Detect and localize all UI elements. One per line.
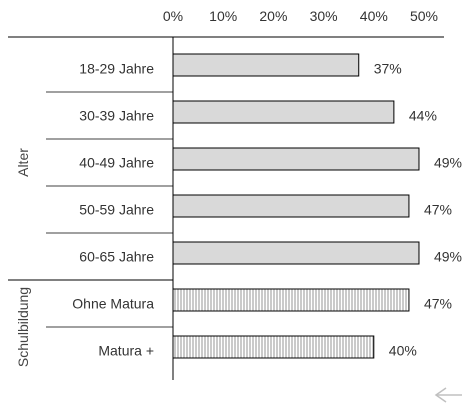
category-label: 18-29 Jahre — [79, 61, 154, 77]
bar — [172, 147, 420, 171]
value-label: 40% — [389, 343, 417, 359]
bar — [172, 100, 395, 124]
bar — [172, 194, 410, 218]
chart-frame — [8, 36, 444, 380]
bar — [172, 241, 420, 265]
x-tick-label: 10% — [209, 8, 237, 24]
value-label: 47% — [424, 202, 452, 218]
value-label: 44% — [409, 108, 437, 124]
category-label: 50-59 Jahre — [79, 202, 154, 218]
bar — [172, 288, 410, 312]
value-label: 49% — [434, 249, 462, 265]
group-labels: Alter Schulbildung — [8, 148, 173, 367]
group-label: Schulbildung — [15, 287, 31, 367]
x-tick-label: 0% — [163, 8, 183, 24]
x-tick-label: 20% — [259, 8, 287, 24]
value-label: 37% — [374, 61, 402, 77]
bars: 18-29 Jahre 37% 30-39 Jahre 44% 40-49 Jahre 4… — [72, 53, 462, 359]
bar — [172, 335, 375, 359]
category-label: 40-49 Jahre — [79, 155, 154, 171]
category-label: 30-39 Jahre — [79, 108, 154, 124]
x-axis-ticks: 0% 10% 20% 30% 40% 50% — [163, 8, 438, 24]
bar — [172, 53, 360, 77]
group-label: Alter — [15, 148, 31, 177]
value-label: 47% — [424, 296, 452, 312]
category-label: Matura + — [98, 343, 154, 359]
x-tick-label: 50% — [410, 8, 438, 24]
value-label: 49% — [434, 155, 462, 171]
category-label: 60-65 Jahre — [79, 249, 154, 265]
arrow-left-icon — [434, 387, 462, 403]
x-tick-label: 30% — [310, 8, 338, 24]
category-label: Ohne Matura — [72, 296, 154, 312]
x-tick-label: 40% — [360, 8, 388, 24]
